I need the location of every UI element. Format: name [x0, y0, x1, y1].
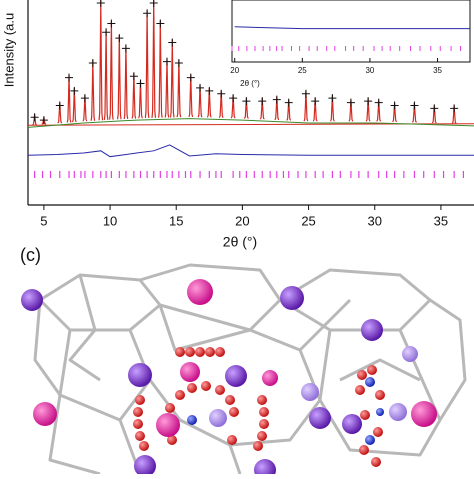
observed-point: [311, 97, 320, 106]
observed-point: [346, 98, 355, 107]
calculated-peak: [108, 20, 114, 120]
observed-point: [102, 28, 111, 37]
calculated-peak: [66, 74, 72, 123]
inset-x-tick-label: 30: [365, 66, 374, 75]
observed-point: [121, 44, 130, 53]
observed-point: [96, 0, 105, 7]
observed-point: [186, 73, 195, 82]
xrd-chart: Intensity (a.u 2θ (°) 5 10 15 20 25 30 35 2θ (…: [1, 0, 474, 250]
x-tick-label: 25: [301, 213, 315, 228]
observed-point: [136, 79, 145, 88]
background-curve: [27, 118, 474, 128]
observed-point: [430, 104, 439, 113]
observed-point: [364, 97, 373, 106]
panel-label: (c): [20, 245, 41, 265]
observed-point: [55, 101, 64, 110]
observed-point: [242, 97, 251, 106]
observed-point: [162, 57, 171, 66]
x-axis-label: 2θ (°): [223, 234, 257, 250]
observed-point: [115, 34, 124, 43]
y-axis-label: Intensity (a.u: [1, 13, 16, 87]
x-tick-label: 35: [434, 213, 448, 228]
observed-point: [107, 19, 116, 28]
difference-curve: [27, 144, 474, 158]
observed-point: [196, 83, 205, 92]
observed-point: [65, 73, 74, 82]
inset-x-tick-label: 25: [298, 66, 307, 75]
calculated-peak: [116, 35, 122, 120]
calculated-peak: [158, 20, 163, 118]
observed-point: [390, 101, 399, 110]
calculated-peak: [123, 45, 129, 120]
calculated-peak: [144, 10, 150, 119]
observed-point: [258, 97, 267, 106]
observed-point: [374, 98, 383, 107]
inset-x-label: 2θ (°): [240, 79, 260, 88]
crystal-structure: [21, 263, 467, 479]
observed-point: [80, 94, 89, 103]
inset-difference-curve: [234, 26, 470, 30]
calculated-peak: [164, 58, 170, 118]
x-tick-label: 10: [103, 213, 117, 228]
x-tick-label: 20: [235, 213, 249, 228]
calculated-peak: [98, 0, 104, 121]
observed-point: [129, 72, 138, 81]
observed-point: [450, 104, 459, 113]
calculated-peak: [176, 59, 182, 118]
x-tick-label: 30: [368, 213, 382, 228]
inset-frame: [231, 0, 471, 63]
inset-x-tick-label: 20: [230, 66, 239, 75]
observed-point: [217, 89, 226, 98]
observed-point: [88, 59, 97, 68]
observed-point: [70, 86, 79, 95]
observed-point: [30, 113, 39, 122]
calculated-peak: [151, 0, 157, 118]
observed-point: [272, 95, 281, 104]
observed-point: [143, 9, 152, 18]
observed-point: [205, 86, 214, 95]
inset-x-tick-label: 35: [433, 66, 442, 75]
observed-point: [39, 116, 48, 125]
observed-point: [168, 38, 177, 47]
observed-point: [149, 0, 158, 7]
calculated-peak: [90, 59, 96, 121]
observed-point: [229, 94, 238, 103]
calculated-peak: [103, 29, 109, 121]
observed-point: [174, 59, 183, 68]
observed-point: [301, 89, 310, 98]
x-tick-label: 15: [169, 213, 183, 228]
calculated-peak: [169, 39, 175, 118]
observed-point: [328, 94, 337, 103]
observed-point: [410, 101, 419, 110]
x-tick-label: 5: [40, 213, 47, 228]
observed-point: [156, 19, 165, 28]
observed-point: [284, 98, 293, 107]
